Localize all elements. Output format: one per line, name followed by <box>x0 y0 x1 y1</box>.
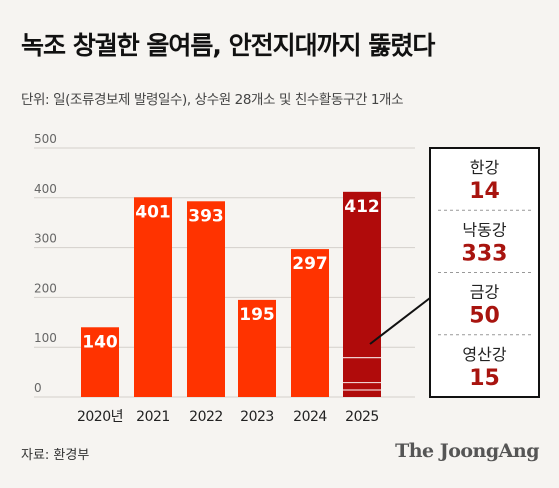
y-tick-label: 200 <box>34 281 57 295</box>
breakdown-river-name: 낙동강 <box>462 220 506 239</box>
data-label: 195 <box>239 305 275 325</box>
bar <box>343 191 381 397</box>
data-label: 412 <box>344 197 380 217</box>
data-label: 140 <box>82 332 118 352</box>
data-label: 401 <box>135 202 171 222</box>
y-tick-label: 300 <box>34 232 57 246</box>
breakdown-value: 14 <box>469 179 500 204</box>
x-tick-label: 2020년 <box>77 409 123 425</box>
y-tick-label: 500 <box>34 132 57 146</box>
breakdown-value: 15 <box>469 366 500 391</box>
y-tick-label: 0 <box>34 381 42 395</box>
data-label: 297 <box>292 254 328 274</box>
chart-subtitle: 단위: 일(조류경보제 발령일수), 상수원 28개소 및 친수활동구간 1개소 <box>21 92 404 108</box>
bar <box>238 299 276 397</box>
source-note: 자료: 환경부 <box>21 448 90 463</box>
breakdown-value: 50 <box>469 304 500 329</box>
brand-logo: The JoongAng <box>395 440 539 462</box>
data-label: 393 <box>188 206 224 226</box>
bar <box>187 201 225 397</box>
x-tick-label: 2022 <box>189 409 223 425</box>
bar <box>81 327 119 397</box>
breakdown-panel <box>429 147 540 398</box>
x-tick-label: 2021 <box>136 409 170 425</box>
callout-pointer <box>369 297 431 345</box>
breakdown-value: 333 <box>462 241 508 266</box>
breakdown-river-name: 영산강 <box>462 345 506 364</box>
breakdown-river-name: 금강 <box>470 283 500 302</box>
chart-title: 녹조 창궐한 올여름, 안전지대까지 뚫렸다 <box>21 31 435 60</box>
x-tick-label: 2023 <box>240 409 274 425</box>
y-tick-label: 100 <box>34 331 57 345</box>
x-tick-label: 2024 <box>293 409 327 425</box>
breakdown-river-name: 한강 <box>470 158 500 177</box>
y-tick-label: 400 <box>34 182 57 196</box>
bar <box>291 249 329 397</box>
bar <box>134 197 172 397</box>
x-tick-label: 2025 <box>345 409 379 425</box>
